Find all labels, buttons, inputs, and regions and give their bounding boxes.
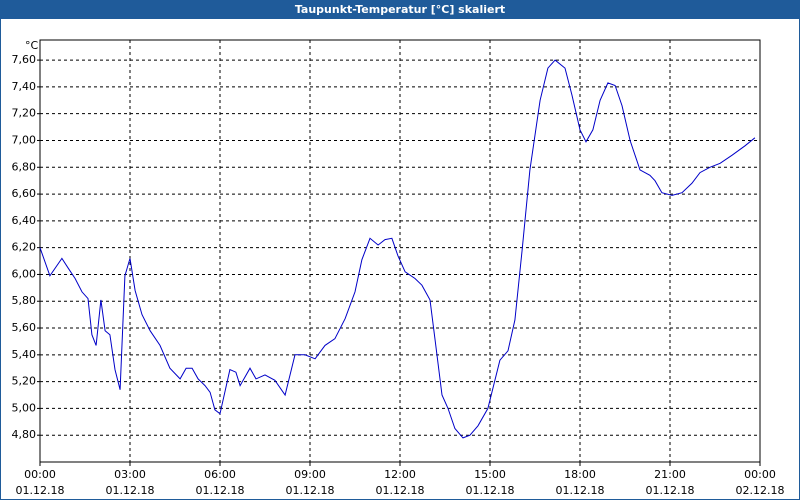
y-axis-label: °C [25,39,39,52]
x-tick-label: 18:00 [564,468,596,481]
x-tick-label: 15:00 [474,468,506,481]
y-tick-label: 7,40 [12,80,37,93]
y-tick-label: 7,00 [12,133,37,146]
y-tick-label: 7,60 [12,53,37,66]
y-tick-label: 5,40 [12,348,37,361]
x-tick-date: 01.12.18 [196,484,245,497]
x-tick-label: 03:00 [114,468,146,481]
y-tick-label: 5,80 [12,294,37,307]
y-tick-label: 6,00 [12,267,37,280]
y-tick-label: 4,80 [12,428,37,441]
x-tick-date: 01.12.18 [376,484,425,497]
x-tick-date: 01.12.18 [286,484,335,497]
x-tick-label: 12:00 [384,468,416,481]
x-tick-date: 01.12.18 [16,484,65,497]
x-tick-date: 01.12.18 [556,484,605,497]
x-tick-label: 09:00 [294,468,326,481]
x-tick-date: 01.12.18 [106,484,155,497]
x-tick-label: 21:00 [654,468,686,481]
chart-title: Taupunkt-Temperatur [°C] skaliert [295,3,505,16]
x-tick-date: 01.12.18 [646,484,695,497]
y-tick-label: 5,00 [12,401,37,414]
y-tick-label: 6,80 [12,160,37,173]
title-bar [0,0,800,19]
y-tick-label: 5,60 [12,321,37,334]
x-tick-label: 00:00 [744,468,776,481]
y-tick-label: 5,20 [12,375,37,388]
x-tick-label: 06:00 [204,468,236,481]
y-tick-label: 6,40 [12,214,37,227]
x-tick-label: 00:00 [24,468,56,481]
series-line [39,59,756,439]
x-tick-date: 02.12.18 [736,484,785,497]
x-tick-date: 01.12.18 [466,484,515,497]
y-tick-label: 6,20 [12,241,37,254]
y-tick-label: 7,20 [12,107,37,120]
y-tick-label: 6,60 [12,187,37,200]
